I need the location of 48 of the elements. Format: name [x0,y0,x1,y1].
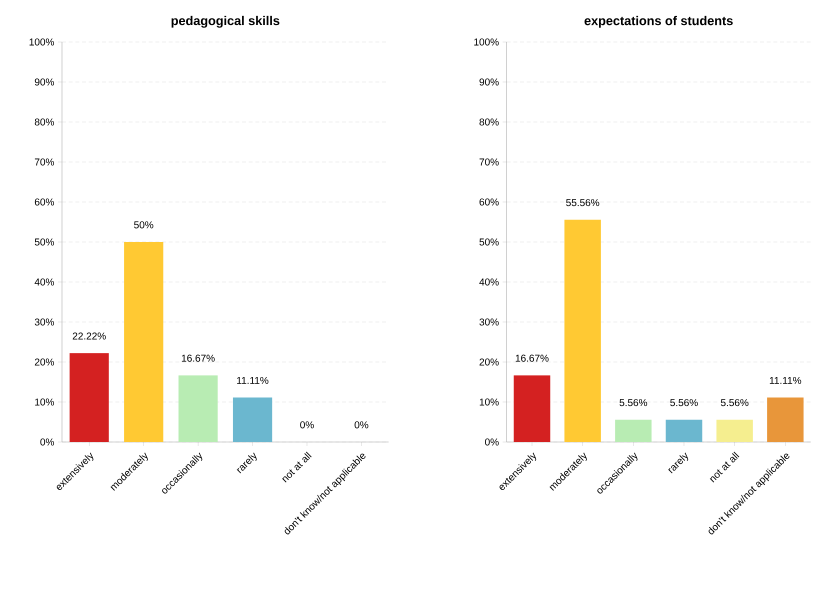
y-tick-label: 90% [34,78,54,86]
y-tick-label: 10% [480,398,499,406]
y-tick-label: 40% [34,278,54,286]
y-tick-label: 90% [480,78,499,86]
data-label: 11.11% [770,376,802,384]
y-tick-label: 30% [34,318,54,326]
bar [178,375,218,442]
y-tick-label: 0% [40,438,54,446]
y-tick-label: 100% [30,38,54,46]
data-label: 50% [134,221,154,228]
bar [124,242,164,442]
y-tick-label: 20% [480,358,499,366]
bar [716,420,753,442]
data-label: 5.56% [620,399,648,406]
y-tick-label: 10% [35,398,54,406]
y-tick-label: 70% [34,158,54,166]
y-tick-label: 80% [34,118,54,126]
y-tick-label: 70% [480,158,499,166]
y-tick-label: 20% [34,358,54,366]
y-tick-label: 50% [34,238,54,246]
data-label: 22.22% [72,332,106,340]
y-tick-label: 40% [479,278,499,286]
data-label: 55.56% [566,199,600,206]
bar [70,353,109,442]
data-label: 5.56% [670,399,698,406]
x-tick-label: not at all [282,452,312,482]
y-tick-label: 50% [479,238,499,246]
bar [514,375,550,442]
y-tick-label: 60% [34,198,54,206]
chart-title: pedagogical skills [172,16,280,28]
chart-title: expectations of students [584,16,733,28]
data-label: 0% [300,421,314,428]
y-tick-label: 80% [479,118,499,126]
data-label: 5.56% [720,399,748,406]
y-tick-label: 60% [480,198,499,206]
bar [564,220,601,442]
x-tick-label: not at all [710,452,740,482]
bar [666,420,702,442]
bar [615,420,652,442]
y-tick-label: 30% [479,318,499,326]
y-tick-label: 100% [474,38,499,46]
y-tick-label: 0% [485,438,499,446]
data-label: 16.67% [516,354,549,362]
data-label: 11.11% [237,376,268,384]
bar [767,398,804,442]
bar [232,398,272,442]
data-label: 16.67% [182,354,215,362]
data-label: 0% [354,421,368,428]
